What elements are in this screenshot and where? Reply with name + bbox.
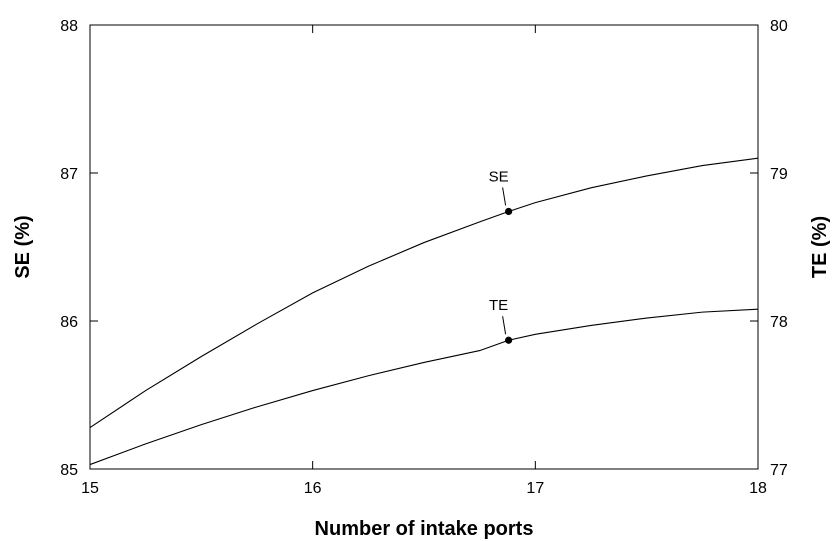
se-line [89, 157, 759, 429]
te-marker [505, 336, 513, 344]
y-left-tick-label: 85 [60, 462, 78, 479]
y-right-tick-label: 79 [770, 166, 788, 183]
plot-frame [89, 24, 759, 470]
y-left-tick-label: 88 [60, 18, 78, 35]
y-right-tick-label: 77 [770, 462, 788, 479]
x-tick-label: 15 [81, 480, 99, 497]
y-left-tick-label: 86 [60, 314, 78, 331]
x-tick-label: 16 [304, 480, 322, 497]
te-label: TE [489, 297, 508, 314]
y-axis-left-title: SE (%) [12, 215, 34, 278]
y-right-tick-label: 78 [770, 314, 788, 331]
y-axis-right-title: TE (%) [809, 216, 831, 278]
y-left-tick-label: 87 [60, 166, 78, 183]
series-annotations: SE TE [489, 168, 513, 344]
series-lines [89, 157, 759, 466]
se-label: SE [489, 168, 509, 185]
se-marker [505, 207, 513, 216]
ticks [89, 24, 759, 470]
y-right-tick-label: 80 [770, 18, 788, 35]
te-leader [502, 316, 507, 335]
se-leader [502, 187, 507, 206]
tick-labels: 15 16 17 18 85 86 87 88 77 78 79 80 [60, 18, 788, 497]
x-tick-label: 18 [749, 480, 767, 497]
x-tick-label: 17 [526, 480, 544, 497]
x-axis-title: Number of intake ports [315, 518, 534, 540]
te-line [89, 308, 759, 466]
